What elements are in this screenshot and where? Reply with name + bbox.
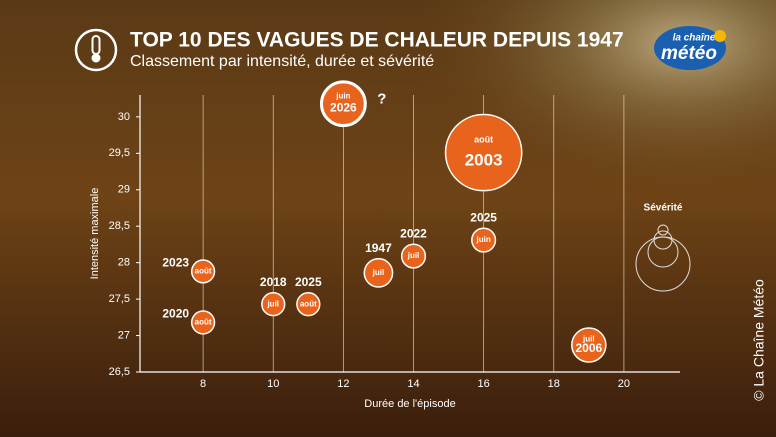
x-tick-label: 12 <box>337 378 349 390</box>
copyright: © La Chaîne Météo <box>751 279 767 401</box>
x-axis-label: Durée de l'épisode <box>364 398 455 410</box>
bubble-year: 2025 <box>470 210 497 224</box>
bubble-year: 1947 <box>365 241 392 255</box>
bubble-year: 2020 <box>162 307 189 321</box>
bubble-month: août <box>195 318 212 327</box>
x-tick-label: 8 <box>200 378 206 390</box>
bubble-year: 2006 <box>575 341 602 355</box>
y-tick-label: 29 <box>118 184 130 196</box>
brand-logo: la chaîne météo <box>654 26 726 70</box>
brand-line1: la chaîne <box>673 33 716 44</box>
bubble-month: juin <box>476 235 491 244</box>
bubble <box>190 310 216 335</box>
bubble <box>571 327 607 363</box>
severity-legend: Sévérité <box>635 203 691 292</box>
chart-title: TOP 10 DES VAGUES DE CHALEUR DEPUIS 1947 <box>130 29 624 52</box>
x-tick-label: 20 <box>618 378 630 390</box>
bubble <box>471 227 497 253</box>
y-tick-label: 28 <box>118 257 130 269</box>
bubble <box>296 292 321 317</box>
y-tick-label: 27,5 <box>109 293 130 305</box>
x-tick-label: 18 <box>548 378 560 390</box>
chart-subtitle: Classement par intensité, durée et sévér… <box>130 53 434 70</box>
y-axis-label: Intensité maximale <box>89 188 101 280</box>
y-tick-label: 28,5 <box>109 220 130 232</box>
bubble-month: août <box>474 134 493 144</box>
x-tick-label: 10 <box>267 378 279 390</box>
y-tick-label: 26,5 <box>109 366 130 378</box>
bubble-month: août <box>300 299 317 308</box>
bubble-month: août <box>195 267 212 276</box>
bubble-year: 2026 <box>330 101 357 115</box>
bubble <box>444 113 523 192</box>
brand-line2: météo <box>661 43 717 64</box>
legend-title: Sévérité <box>644 203 683 214</box>
bubble <box>400 243 427 269</box>
x-tick-label: 14 <box>407 378 419 390</box>
bubble-year: 2018 <box>260 275 287 289</box>
y-tick-label: 27 <box>118 329 130 341</box>
bubble-month: juil <box>372 268 385 277</box>
bubble <box>261 292 286 317</box>
bubble <box>363 257 394 288</box>
x-tick-label: 16 <box>478 378 490 390</box>
bubble-year: 2023 <box>162 256 189 270</box>
bubble-year: 2025 <box>295 275 322 289</box>
y-tick-label: 30 <box>118 111 130 123</box>
bubble-year: 2003 <box>465 150 503 169</box>
bubble-year: 2022 <box>400 226 427 240</box>
bubble <box>319 80 367 128</box>
annotation: ? <box>377 91 386 108</box>
bubble <box>190 259 216 284</box>
bubble-month: juil <box>582 335 595 344</box>
bubble-month: juin <box>335 92 350 101</box>
thermometer-icon <box>74 28 118 72</box>
bubble-month: juil <box>266 299 279 308</box>
bubble-month: juil <box>407 251 420 260</box>
y-tick-label: 29,5 <box>109 147 130 159</box>
